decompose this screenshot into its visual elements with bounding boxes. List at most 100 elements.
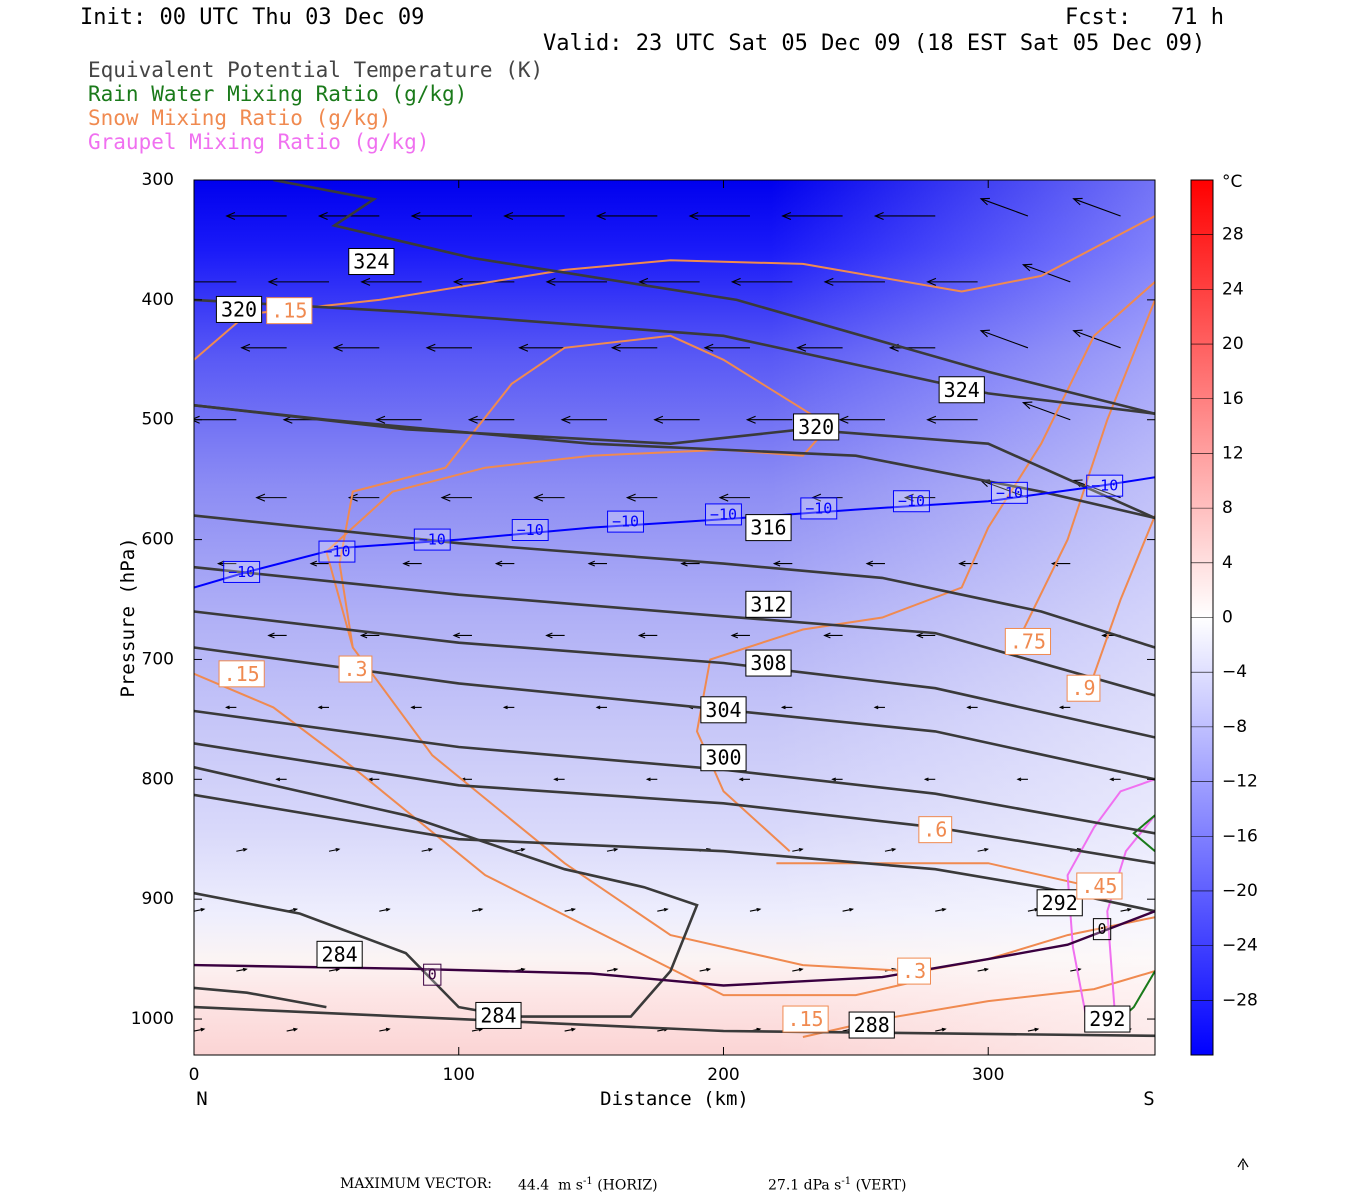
theta-e-label: 284: [475, 1001, 522, 1029]
wind-vector: [966, 705, 978, 710]
theta-e-label: 300: [700, 744, 747, 772]
wind-vector: [730, 632, 750, 639]
wind-vector: [703, 343, 750, 352]
x-tick-label: 200: [707, 1065, 739, 1085]
wind-vector: [1058, 705, 1071, 710]
colorbar-tick-label: 12: [1222, 443, 1244, 463]
colorbar-tick-label: 4: [1222, 553, 1233, 573]
wind-vector: [1109, 777, 1121, 782]
wind-vector: [545, 277, 607, 286]
theta-e-line: [194, 298, 1155, 415]
theta-e-label: 304: [700, 696, 747, 724]
wind-vector: [402, 560, 422, 567]
y-tick-label: 400: [142, 290, 174, 310]
wind-vector: [718, 493, 750, 502]
max-vector-horizontal: 44.4 m s-1 (HORIZ): [518, 1176, 658, 1194]
wind-vector: [606, 967, 619, 972]
wind-vector: [1027, 1027, 1040, 1032]
x-tick-label: 0: [189, 1065, 200, 1085]
wind-vector: [410, 705, 422, 710]
snow-label: .15: [266, 297, 313, 325]
wind-vector: [503, 211, 565, 221]
wind-vector: [738, 777, 750, 782]
theta-e-label: 324: [348, 248, 395, 276]
wind-vector: [977, 967, 989, 972]
snow-contour: [194, 672, 910, 997]
wind-vector: [1070, 967, 1082, 972]
svg-text:−10: −10: [710, 505, 737, 523]
wind-vector: [699, 967, 712, 972]
colorbar-tick-label: −28: [1222, 990, 1258, 1010]
theta-e-line: [194, 1005, 1155, 1038]
wind-vector: [749, 907, 762, 912]
wind-vector: [923, 777, 936, 782]
wind-vector: [332, 343, 380, 352]
wind-vector: [595, 705, 607, 710]
theta-e-label: 288: [848, 1011, 895, 1039]
theta-e-label: 320: [793, 413, 840, 441]
legend-graupel: Graupel Mixing Ratio (g/kg): [88, 130, 430, 154]
snow-label: .75: [1004, 627, 1052, 655]
wind-vector: [564, 907, 577, 912]
colorbar: 28 24 20 16 12 8 4 0 −4 −8 −12 −16 −20 −24 −28 °C: [1190, 172, 1258, 1056]
wind-vector: [595, 211, 658, 221]
wind-vector: [935, 907, 947, 912]
y-tick-label: 700: [142, 649, 174, 669]
colorbar-tick-label: −8: [1222, 717, 1247, 737]
wind-vector: [225, 211, 287, 221]
wind-vector: [240, 343, 287, 352]
wind-vector: [823, 277, 885, 286]
colorbar-tick-label: 28: [1222, 225, 1244, 245]
wind-vector: [657, 907, 669, 912]
axes: 300 400 500 600 700 800 900 1000 0 100 200 300 Dista…: [117, 170, 1155, 1110]
isotherm-label: −10: [990, 481, 1028, 504]
wind-vector: [410, 211, 472, 221]
isotherm-label: −10: [223, 560, 261, 583]
svg-text:320: 320: [221, 297, 257, 321]
theta-e-line: [273, 180, 1155, 415]
svg-text:300: 300: [705, 746, 741, 770]
wind-vector: [545, 632, 565, 639]
svg-text:.15: .15: [271, 299, 307, 323]
isotherm-label: −10: [318, 540, 356, 563]
svg-text:−10: −10: [228, 563, 255, 581]
y-tick-label: 800: [142, 769, 174, 789]
svg-text:−10: −10: [419, 531, 446, 549]
svg-text:284: 284: [480, 1003, 516, 1027]
init-time: Init: 00 UTC Thu 03 Dec 09: [80, 5, 425, 30]
wind-vector: [979, 197, 1029, 217]
isotherm-label: −10: [1086, 474, 1124, 497]
svg-text:−10: −10: [996, 484, 1023, 502]
wind-vector: [176, 633, 194, 638]
svg-text:.45: .45: [1081, 874, 1117, 898]
svg-text:−10: −10: [805, 499, 832, 517]
wind-vector: [267, 632, 287, 639]
x-tick-label: 300: [972, 1065, 1004, 1085]
wind-vector: [926, 415, 978, 424]
snow-label: .3: [338, 655, 373, 683]
wind-vector: [494, 560, 515, 567]
colorbar-tick-label: 0: [1222, 608, 1233, 628]
theta-e-label: 284: [316, 940, 363, 968]
isotherm-line: [194, 476, 1155, 589]
wind-vector: [236, 967, 248, 972]
wind-vector: [935, 1027, 947, 1032]
wind-vector: [1016, 777, 1028, 782]
svg-text:.6: .6: [923, 818, 947, 842]
snow-contour: [325, 334, 909, 973]
svg-text:.3: .3: [343, 657, 367, 681]
isotherm-label: −10: [607, 510, 644, 533]
wind-vector: [564, 1027, 576, 1032]
wind-vector: [637, 632, 658, 639]
wind-vector: [781, 211, 843, 221]
wind-vector: [452, 632, 472, 639]
wind-vector: [838, 415, 885, 424]
x-end-left: N: [196, 1088, 207, 1110]
snow-label: .6: [918, 816, 953, 844]
snow-label: .3: [897, 957, 931, 985]
valid-time: Valid: 23 UTC Sat 05 Dec 09 (18 EST Sat …: [543, 31, 1206, 56]
wind-vector: [194, 281, 237, 283]
svg-text:.15: .15: [224, 662, 260, 686]
snow-label: .15: [782, 1005, 829, 1033]
snow-contour: [1013, 299, 1155, 648]
